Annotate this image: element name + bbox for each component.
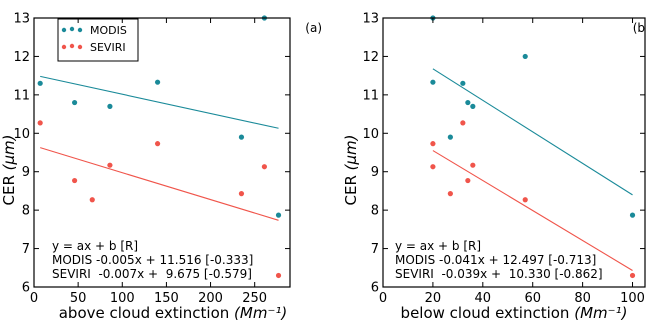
point-modis bbox=[107, 103, 113, 109]
y-axis-title-unit: (μm) bbox=[0, 134, 18, 170]
equation-line: MODIS -0.005x + 11.516 [-0.333] bbox=[52, 253, 253, 267]
point-modis bbox=[37, 80, 43, 86]
y-tick-label: 10 bbox=[13, 127, 30, 142]
point-seviri bbox=[447, 191, 453, 197]
panel-b: CER (μm) below cloud extinction (Mm⁻¹) (… bbox=[342, 12, 646, 322]
y-axis-title: CER (μm) bbox=[0, 134, 18, 205]
point-modis bbox=[465, 99, 471, 106]
point-modis bbox=[430, 79, 436, 85]
y-tick-label: 11 bbox=[362, 88, 379, 103]
x-tick-label: 100 bbox=[620, 291, 645, 306]
point-modis bbox=[522, 53, 528, 60]
y-tick-label: 8 bbox=[22, 204, 30, 219]
x-tick-label: 50 bbox=[70, 291, 87, 306]
x-axis-title: above cloud extinction (Mm⁻¹) bbox=[59, 304, 288, 322]
point-seviri bbox=[275, 272, 282, 279]
fit-line-seviri bbox=[432, 150, 633, 271]
y-tick-label: 8 bbox=[371, 204, 379, 219]
point-modis bbox=[238, 134, 245, 140]
x-tick-label: 0 bbox=[379, 291, 387, 306]
x-tick-label: 20 bbox=[425, 291, 442, 306]
y-axis-title-main: CER bbox=[0, 175, 18, 205]
equation-line: SEVIRI -0.039x + 10.330 [-0.862] bbox=[395, 267, 603, 281]
x-axis-title-main: above cloud extinction bbox=[59, 304, 234, 322]
point-seviri bbox=[470, 162, 476, 168]
panel-label: (b bbox=[633, 21, 645, 35]
svg-text:CER (μm): CER (μm) bbox=[0, 134, 18, 205]
legend-label: SEVIRI bbox=[90, 41, 126, 54]
point-modis bbox=[72, 99, 78, 106]
x-tick-label: 100 bbox=[110, 291, 135, 306]
x-axis-title-unit: (Mm⁻¹) bbox=[574, 304, 627, 322]
equation-line: y = ax + b [R] bbox=[395, 239, 481, 253]
plot-frame bbox=[382, 17, 646, 288]
y-tick-label: 9 bbox=[22, 165, 30, 180]
point-modis bbox=[154, 79, 161, 85]
point-seviri bbox=[430, 164, 436, 170]
x-tick-label: 60 bbox=[524, 291, 541, 306]
point-modis bbox=[629, 212, 636, 218]
x-axis-title-main: below cloud extinction bbox=[401, 304, 570, 322]
y-axis-title-unit: (μm) bbox=[342, 134, 360, 170]
point-seviri bbox=[238, 191, 245, 197]
point-seviri bbox=[460, 120, 466, 126]
y-tick-label: 6 bbox=[371, 281, 379, 296]
point-seviri bbox=[261, 164, 267, 170]
x-tick-label: 150 bbox=[154, 291, 179, 306]
legend-box bbox=[57, 18, 139, 62]
x-tick-label: 40 bbox=[475, 291, 492, 306]
y-tick-label: 13 bbox=[362, 12, 379, 27]
y-tick-label: 7 bbox=[371, 242, 379, 257]
equation-line: MODIS -0.041x + 12.497 [-0.713] bbox=[395, 253, 596, 267]
point-seviri bbox=[89, 197, 95, 203]
point-modis bbox=[460, 80, 466, 86]
x-tick-label: 250 bbox=[242, 291, 267, 306]
y-tick-label: 6 bbox=[22, 281, 30, 296]
y-tick-label: 13 bbox=[13, 12, 30, 27]
y-tick-label: 7 bbox=[22, 242, 30, 257]
legend-marker-seviri bbox=[69, 43, 75, 49]
panel-a: CER (μm) above cloud extinction (Mm⁻¹) (… bbox=[0, 12, 322, 323]
point-seviri bbox=[430, 141, 436, 147]
point-seviri bbox=[107, 162, 113, 168]
y-axis-title: CER (μm) bbox=[342, 134, 360, 205]
y-tick-label: 12 bbox=[362, 50, 379, 65]
equation-line: y = ax + b [R] bbox=[52, 239, 138, 253]
legend: MODIS SEVIRI bbox=[57, 18, 139, 62]
x-tick-label: 0 bbox=[30, 291, 38, 306]
point-seviri bbox=[465, 177, 471, 184]
legend-marker-modis bbox=[77, 27, 83, 33]
point-seviri bbox=[37, 120, 43, 126]
y-tick-label: 10 bbox=[362, 127, 379, 142]
x-tick-label: 200 bbox=[198, 291, 223, 306]
panel-label: (a) bbox=[305, 21, 322, 35]
fit-line-seviri bbox=[40, 147, 279, 221]
legend-marker-seviri bbox=[77, 44, 83, 50]
fit-line-modis bbox=[432, 68, 633, 196]
point-seviri bbox=[522, 197, 528, 203]
point-seviri bbox=[629, 272, 636, 279]
point-seviri bbox=[154, 141, 161, 147]
point-modis bbox=[275, 212, 282, 218]
x-axis-title-unit: (Mm⁻¹) bbox=[234, 304, 287, 322]
y-axis-title-main: CER bbox=[342, 175, 360, 205]
legend-label: MODIS bbox=[90, 24, 127, 37]
legend-marker-seviri bbox=[61, 44, 67, 50]
point-modis bbox=[447, 134, 453, 140]
y-tick-label: 12 bbox=[13, 50, 30, 65]
point-modis bbox=[470, 103, 476, 109]
equation-line: SEVIRI -0.007x + 9.675 [-0.579] bbox=[52, 267, 252, 281]
plot-frame bbox=[33, 17, 291, 288]
point-seviri bbox=[72, 177, 78, 184]
legend-marker-modis bbox=[69, 26, 75, 32]
x-axis-title: below cloud extinction (Mm⁻¹) bbox=[401, 304, 628, 322]
x-tick-label: 80 bbox=[574, 291, 591, 306]
y-tick-label: 9 bbox=[371, 165, 379, 180]
y-tick-label: 11 bbox=[13, 88, 30, 103]
fit-line-modis bbox=[40, 75, 279, 129]
legend-marker-modis bbox=[61, 27, 67, 33]
svg-text:CER (μm): CER (μm) bbox=[342, 134, 360, 205]
